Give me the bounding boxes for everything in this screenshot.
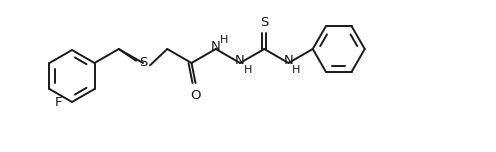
Text: N: N <box>235 55 245 67</box>
Text: H: H <box>244 65 252 75</box>
Text: S: S <box>260 16 268 29</box>
Text: O: O <box>190 89 201 102</box>
Text: F: F <box>55 95 62 109</box>
Text: N: N <box>284 55 293 67</box>
Text: H: H <box>220 35 228 45</box>
Text: H: H <box>292 65 301 75</box>
Text: N: N <box>211 40 221 54</box>
Text: S: S <box>139 57 147 69</box>
